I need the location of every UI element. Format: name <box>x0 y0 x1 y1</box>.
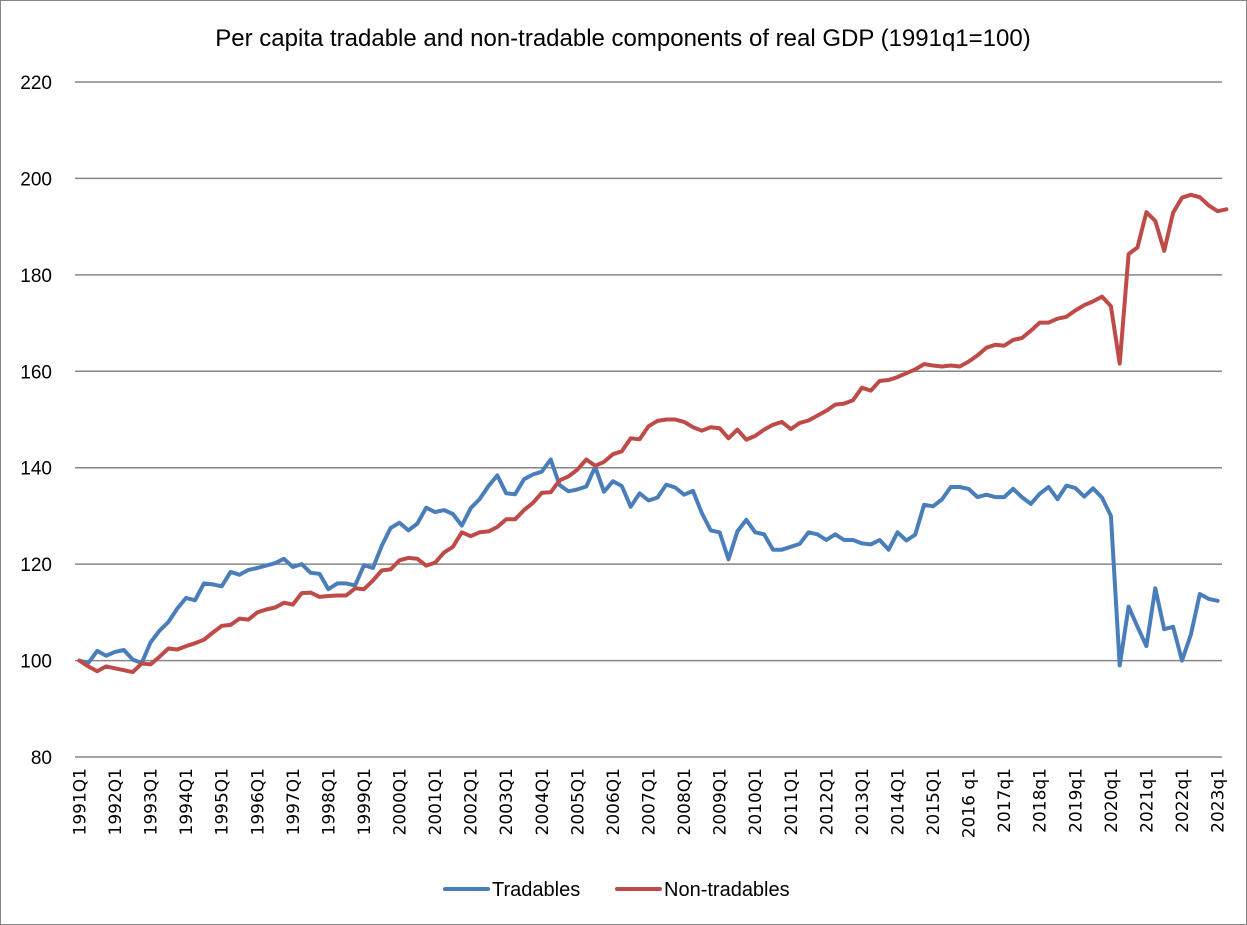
x-tick-label: 2015Q1 <box>924 768 944 835</box>
x-tick-label: 1992Q1 <box>106 768 126 835</box>
chart-title: Per capita tradable and non-tradable com… <box>215 25 1030 52</box>
legend-label-non-tradables: Non-tradables <box>664 879 790 901</box>
x-tick-label: 2019q1 <box>1066 768 1086 833</box>
x-tick-label: 2018q1 <box>1031 768 1051 833</box>
x-tick-label: 2001Q1 <box>426 768 446 835</box>
x-tick-label: 1995Q1 <box>213 768 233 835</box>
x-tick-label: 2005Q1 <box>568 768 588 835</box>
x-tick-label: 2023q1 <box>1209 768 1229 833</box>
series-lines <box>77 192 1229 675</box>
y-axis: 80 100 120 140 160 180 200 220 <box>20 73 52 769</box>
x-tick-label: 1993Q1 <box>142 768 162 835</box>
x-tick-label: 2000Q1 <box>391 768 411 835</box>
series-line-tradables <box>77 457 1220 668</box>
x-tick-label: 1999Q1 <box>355 768 375 835</box>
y-tick-label: 160 <box>20 362 52 383</box>
x-tick-label: 1997Q1 <box>284 768 304 835</box>
x-tick-label: 2014Q1 <box>888 768 908 835</box>
x-tick-label: 1991Q1 <box>70 768 90 835</box>
x-tick-label: 1998Q1 <box>319 768 339 835</box>
x-tick-label: 2013Q1 <box>853 768 873 835</box>
gridlines <box>75 81 1222 758</box>
x-tick-label: 2008Q1 <box>675 768 695 835</box>
x-tick-label: 2021q1 <box>1137 768 1157 833</box>
x-tick-label: 2016 q1 <box>960 768 980 838</box>
y-tick-label: 100 <box>20 652 52 673</box>
x-tick-label: 2020q1 <box>1102 768 1122 833</box>
x-tick-label: 2022q1 <box>1173 768 1193 833</box>
y-tick-label: 80 <box>31 748 52 769</box>
series-line-non-tradables <box>77 192 1229 675</box>
y-tick-label: 140 <box>20 459 52 480</box>
x-tick-label: 2004Q1 <box>533 768 553 835</box>
x-tick-label: 2009Q1 <box>711 768 731 835</box>
legend: Tradables Non-tradables <box>443 879 790 901</box>
x-tick-label: 2012Q1 <box>817 768 837 835</box>
x-tick-label: 2007Q1 <box>640 768 660 835</box>
legend-label-tradables: Tradables <box>492 879 580 901</box>
y-tick-label: 120 <box>20 555 52 576</box>
y-tick-label: 220 <box>20 73 52 94</box>
x-tick-label: 1996Q1 <box>248 768 268 835</box>
x-tick-label: 2017q1 <box>995 768 1015 833</box>
x-tick-label: 2002Q1 <box>462 768 482 835</box>
y-tick-label: 180 <box>20 266 52 287</box>
x-tick-label: 1994Q1 <box>177 768 197 835</box>
x-axis: 1991Q1 1992Q1 1993Q1 1994Q1 1995Q1 1996Q1 1997… <box>70 768 1228 838</box>
y-tick-label: 200 <box>20 169 52 190</box>
x-tick-label: 2010Q1 <box>746 768 766 835</box>
x-tick-label: 2011Q1 <box>782 768 802 835</box>
x-tick-label: 2006Q1 <box>604 768 624 835</box>
x-tick-label: 2003Q1 <box>497 768 517 835</box>
